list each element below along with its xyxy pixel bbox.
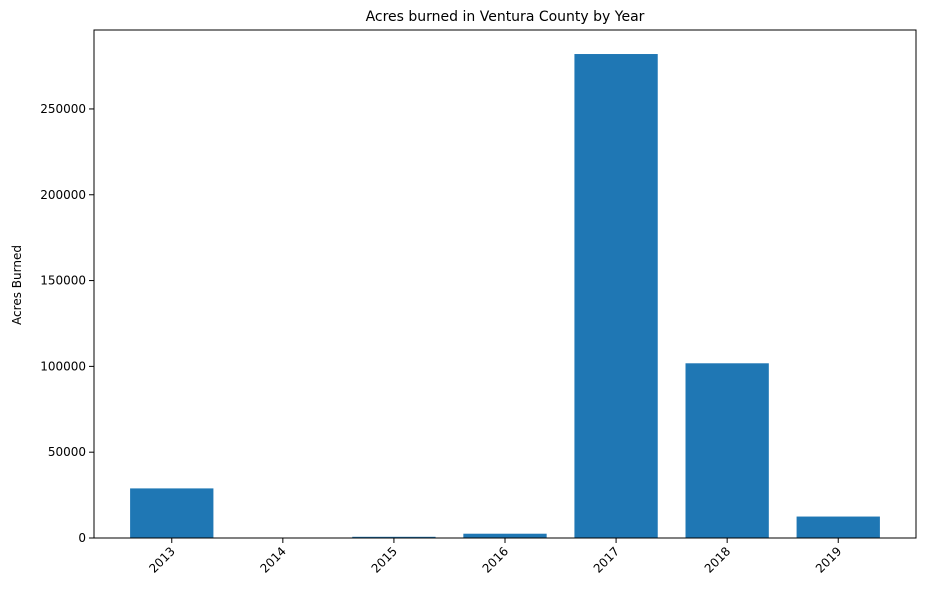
- x-tick-label: 2016: [480, 544, 511, 575]
- plot-frame: [93, 29, 917, 539]
- y-tick-label: 150000: [40, 274, 86, 288]
- bar-2019: [796, 516, 880, 538]
- x-axis-ticks: 2013 2014 2015 2016 2017 2018 2019: [146, 538, 844, 576]
- y-tick-label: 200000: [40, 188, 86, 202]
- chart-title: Acres burned in Ventura County by Year: [366, 9, 645, 25]
- x-tick-label: 2018: [702, 544, 733, 575]
- x-tick-label: 2015: [369, 544, 400, 575]
- x-tick-label: 2014: [257, 544, 288, 575]
- bar-2018: [685, 363, 769, 538]
- bars-group: [130, 54, 880, 538]
- x-tick-label: 2019: [813, 544, 844, 575]
- bar-2017: [574, 54, 658, 538]
- bar-2013: [130, 488, 214, 538]
- bar-2015: [352, 536, 436, 538]
- x-tick-label: 2017: [591, 544, 622, 575]
- y-axis-ticks: 0 50000 100000 150000 200000 250000: [40, 102, 94, 545]
- x-tick-label: 2013: [146, 544, 177, 575]
- y-tick-label: 0: [78, 531, 86, 545]
- y-tick-label: 100000: [40, 359, 86, 373]
- y-axis-label: Acres Burned: [10, 245, 24, 325]
- bar-2016: [463, 533, 547, 538]
- y-tick-label: 50000: [48, 445, 86, 459]
- y-tick-label: 250000: [40, 102, 86, 116]
